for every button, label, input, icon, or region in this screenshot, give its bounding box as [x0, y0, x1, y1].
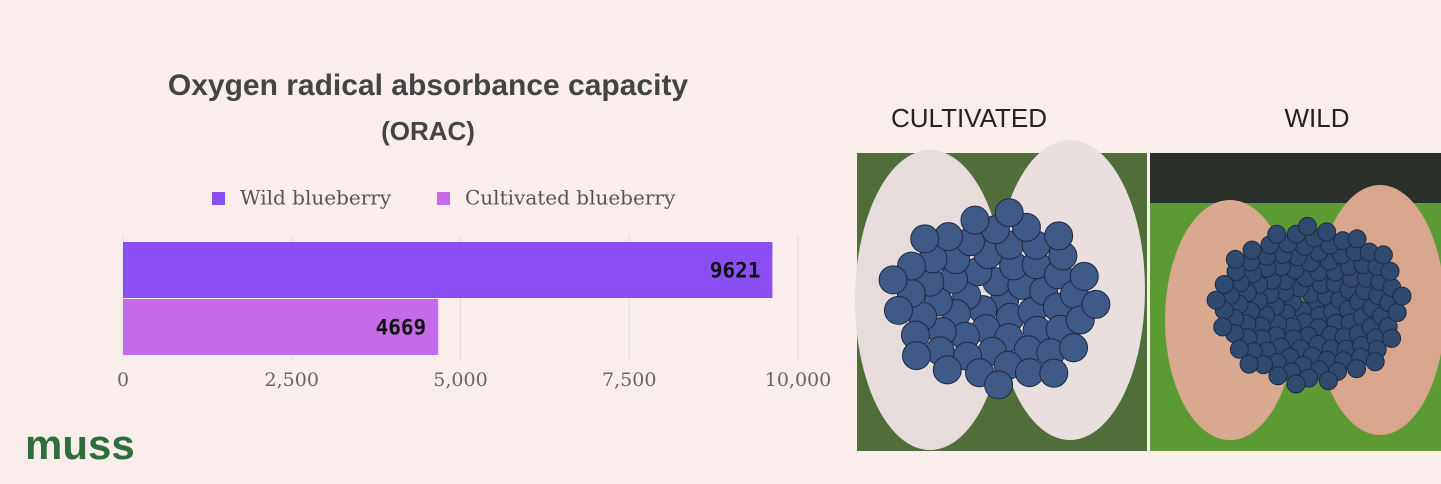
berry [1040, 359, 1068, 387]
berry [902, 342, 930, 370]
berry [884, 296, 912, 324]
berry [1383, 329, 1401, 347]
berry [879, 266, 907, 294]
berry [1215, 275, 1233, 293]
chart-subtitle: (ORAC) [381, 116, 475, 146]
berry [1243, 241, 1261, 259]
berry [933, 356, 961, 384]
berry [1393, 287, 1411, 305]
berry [1015, 359, 1043, 387]
berry [1348, 360, 1366, 378]
data-label: 9621 [710, 259, 761, 283]
berry [1348, 230, 1366, 248]
berry [1207, 291, 1225, 309]
x-tick-label: 0 [117, 369, 129, 391]
x-tick-label: 5,000 [433, 369, 487, 391]
x-tick-label: 10,000 [765, 369, 831, 391]
data-label: 4669 [376, 316, 427, 340]
berry [1381, 262, 1399, 280]
berry [1268, 225, 1286, 243]
slide: Oxygen radical absorbance capacity (ORAC… [0, 0, 1441, 484]
berry [961, 206, 989, 234]
photo-label: WILD [1285, 103, 1350, 133]
x-tick-label: 7,500 [602, 369, 656, 391]
legend-swatch [212, 192, 225, 205]
legend-label: Cultivated blueberry [465, 186, 676, 210]
berry [1298, 217, 1316, 235]
berry [1070, 262, 1098, 290]
berry [1366, 353, 1384, 371]
berry [1269, 367, 1287, 385]
photo-label: CULTIVATED [891, 103, 1047, 133]
logo: muss [25, 421, 135, 468]
bar [123, 242, 772, 298]
berry [1060, 334, 1088, 362]
berry [911, 225, 939, 253]
legend-swatch [437, 192, 450, 205]
berry [1226, 250, 1244, 268]
berry [1045, 222, 1073, 250]
berry [1318, 223, 1336, 241]
berry [1214, 318, 1232, 336]
berry [1388, 303, 1406, 321]
x-tick-label: 2,500 [265, 369, 319, 391]
berry [995, 199, 1023, 227]
berry [1319, 372, 1337, 390]
berry [1287, 375, 1305, 393]
berry [985, 371, 1013, 399]
berry [1374, 246, 1392, 264]
chart-title: Oxygen radical absorbance capacity [168, 69, 689, 102]
berry [1082, 290, 1110, 318]
berry [1240, 355, 1258, 373]
legend-label: Wild blueberry [240, 186, 392, 210]
